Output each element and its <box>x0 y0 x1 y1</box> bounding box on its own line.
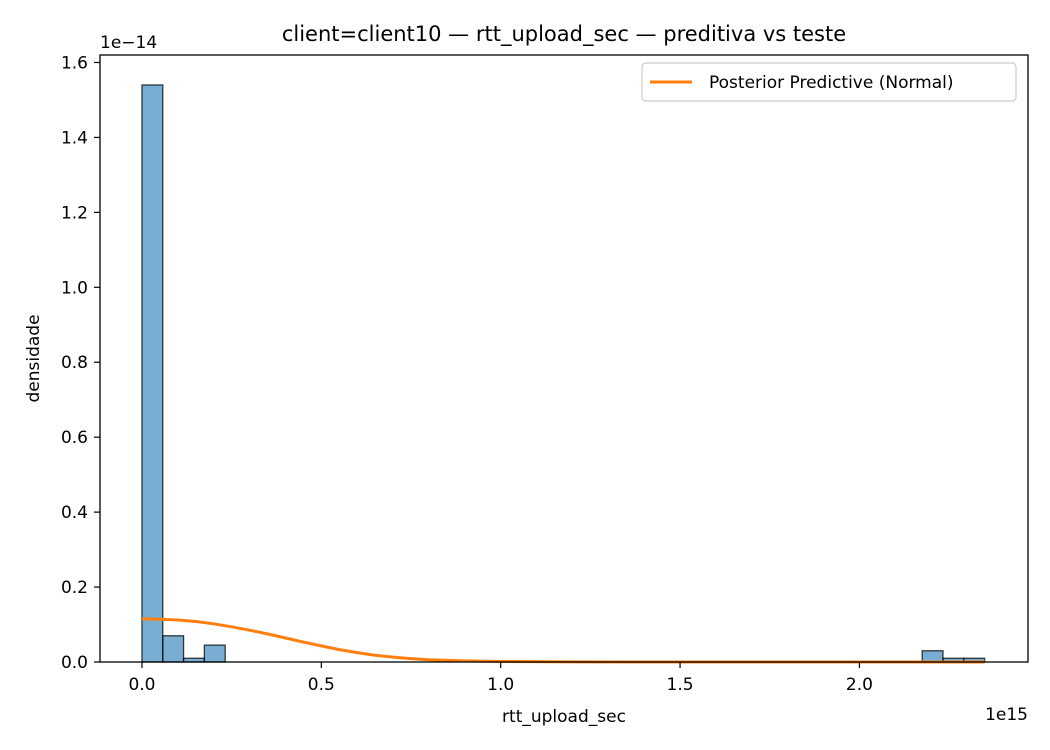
x-tick-label: 2.0 <box>846 675 873 695</box>
y-tick-label: 0.6 <box>61 428 88 448</box>
legend: Posterior Predictive (Normal) <box>641 62 1017 102</box>
legend-label: Posterior Predictive (Normal) <box>709 73 954 93</box>
y-tick-label: 0.0 <box>61 653 88 673</box>
y-axis-label: densidade <box>24 314 44 402</box>
predictive-curve <box>141 617 985 664</box>
curve-layer <box>141 617 985 664</box>
histogram-bar <box>162 635 185 663</box>
histogram-bar <box>921 650 944 663</box>
y-tick-label: 1.6 <box>61 53 88 73</box>
x-tick-label: 1.5 <box>667 675 694 695</box>
axis-ticks: 0.0 0.5 1.0 1.5 2.0 0.0 0.2 0.4 0.6 0.8 1.0 1.2 1.4 1… <box>61 53 873 695</box>
y-tick-label: 1.2 <box>61 203 88 223</box>
y-tick-label: 1.4 <box>61 128 88 148</box>
y-tick-label: 0.8 <box>61 353 88 373</box>
histogram-bars <box>141 84 986 663</box>
y-tick-label: 0.4 <box>61 503 88 523</box>
plot-frame <box>99 54 1029 663</box>
legend-box <box>641 62 1017 102</box>
x-axis-label: rtt_upload_sec <box>502 707 626 727</box>
x-tick-label: 0.0 <box>128 675 155 695</box>
histogram-bar <box>203 644 226 663</box>
y-tick-label: 0.2 <box>61 578 88 598</box>
histogram-bar <box>141 84 164 663</box>
y-offset-label: 1e−14 <box>100 33 157 53</box>
x-offset-label: 1e15 <box>985 705 1028 725</box>
x-tick-label: 1.0 <box>487 675 514 695</box>
y-tick-label: 1.0 <box>61 278 88 298</box>
chart-title: client=client10 — rtt_upload_sec — predi… <box>282 22 846 47</box>
x-tick-label: 0.5 <box>308 675 335 695</box>
